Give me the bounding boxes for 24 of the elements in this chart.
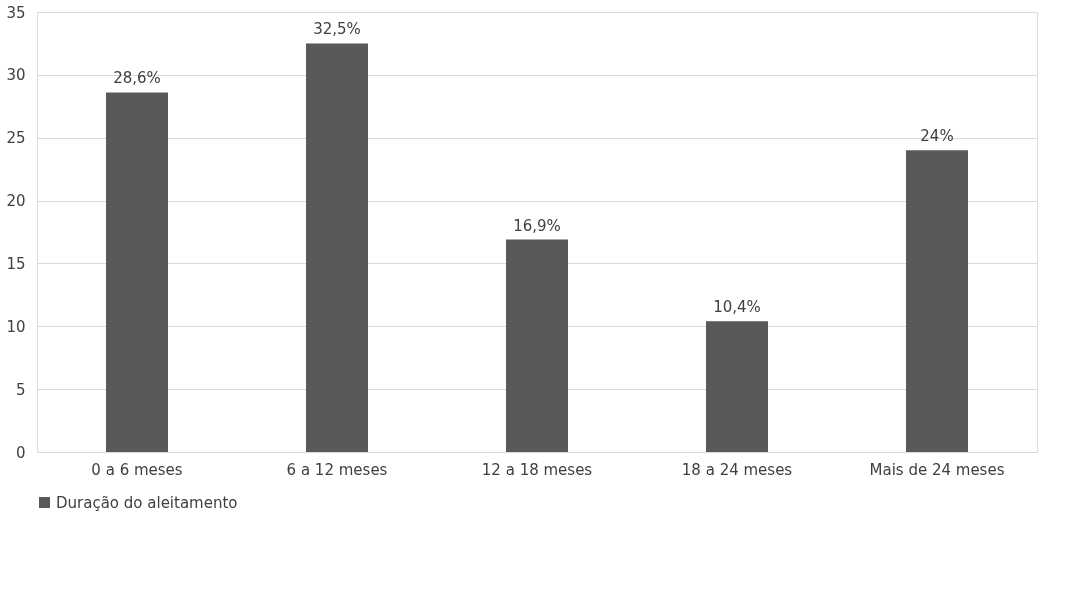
x-tick-label: 12 a 18 meses — [481, 460, 593, 479]
y-tick-label: 15 — [6, 254, 26, 273]
bar — [906, 150, 968, 452]
y-tick-label: 20 — [6, 192, 26, 211]
y-tick-label: 10 — [6, 317, 26, 336]
data-label: 16,9% — [513, 216, 561, 235]
data-label: 32,5% — [313, 20, 361, 39]
data-label: 10,4% — [713, 298, 761, 317]
y-tick-label: 35 — [6, 3, 26, 22]
x-tick-label: 18 a 24 meses — [681, 460, 793, 479]
bar — [306, 43, 368, 452]
y-tick-label: 25 — [6, 129, 26, 148]
legend-label: Duração do aleitamento — [56, 493, 238, 512]
bar — [106, 92, 168, 452]
x-tick-label: 0 a 6 meses — [91, 460, 183, 479]
y-tick-label: 30 — [6, 66, 26, 85]
data-label: 28,6% — [113, 69, 161, 88]
x-tick-label: 6 a 12 meses — [286, 460, 388, 479]
y-tick-label: 0 — [15, 443, 26, 462]
y-tick-label: 5 — [15, 380, 26, 399]
x-tick-label: Mais de 24 meses — [869, 460, 1005, 479]
data-label: 24% — [920, 127, 954, 146]
bar — [506, 239, 568, 452]
bar — [706, 321, 768, 452]
